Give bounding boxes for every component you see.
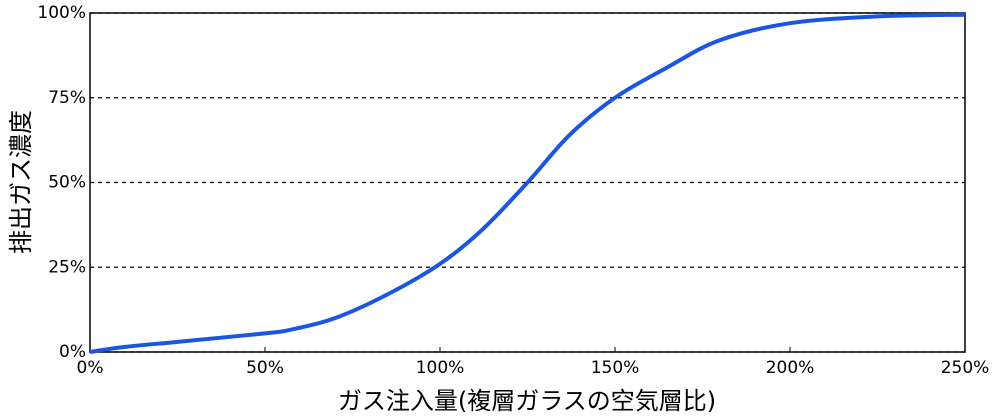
x-tick-label: 200% bbox=[766, 358, 815, 378]
x-axis-title: ガス注入量(複層ガラスの空気層比) bbox=[338, 387, 716, 415]
y-tick-label: 25% bbox=[48, 257, 86, 277]
y-axis-title: 排出ガス濃度 bbox=[7, 110, 35, 254]
x-tick-label: 0% bbox=[77, 358, 104, 378]
y-tick-label: 75% bbox=[48, 88, 86, 108]
x-tick-label: 250% bbox=[941, 358, 990, 378]
y-tick-label: 50% bbox=[48, 173, 86, 193]
x-tick-label: 100% bbox=[416, 358, 465, 378]
data-line bbox=[89, 12, 966, 354]
x-tick-label: 50% bbox=[246, 358, 284, 378]
x-tick-label: 150% bbox=[591, 358, 640, 378]
plot-frame bbox=[89, 12, 966, 353]
y-tick-label: 0% bbox=[59, 342, 86, 362]
y-tick-label: 100% bbox=[37, 3, 86, 23]
